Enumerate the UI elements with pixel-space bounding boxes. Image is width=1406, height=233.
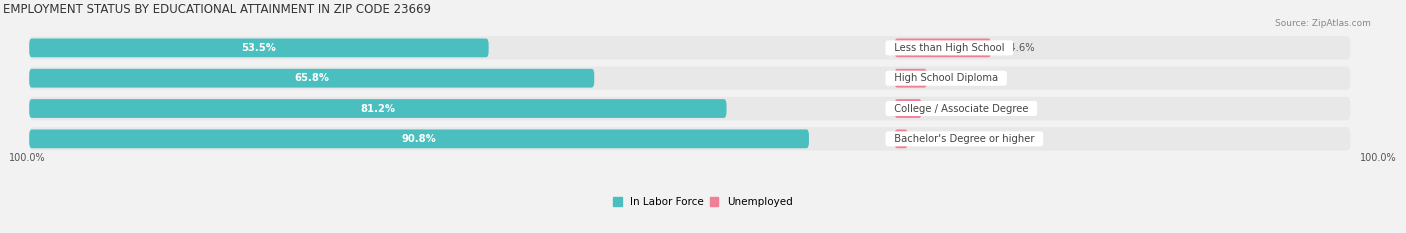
FancyBboxPatch shape [894,69,927,88]
FancyBboxPatch shape [30,38,489,57]
Text: Bachelor's Degree or higher: Bachelor's Degree or higher [889,134,1040,144]
FancyBboxPatch shape [894,38,991,57]
Text: Less than High School: Less than High School [889,43,1011,53]
Text: 4.1%: 4.1% [935,103,960,113]
Text: 4.9%: 4.9% [941,73,966,83]
FancyBboxPatch shape [30,69,595,88]
FancyBboxPatch shape [30,36,1350,60]
Text: EMPLOYMENT STATUS BY EDUCATIONAL ATTAINMENT IN ZIP CODE 23669: EMPLOYMENT STATUS BY EDUCATIONAL ATTAINM… [3,3,430,16]
FancyBboxPatch shape [894,99,922,118]
Text: 81.2%: 81.2% [360,103,395,113]
FancyBboxPatch shape [30,127,1350,151]
Text: 53.5%: 53.5% [242,43,277,53]
FancyBboxPatch shape [30,99,727,118]
Text: Source: ZipAtlas.com: Source: ZipAtlas.com [1275,19,1371,28]
FancyBboxPatch shape [894,130,908,148]
Text: 100.0%: 100.0% [1360,153,1396,163]
Text: 65.8%: 65.8% [294,73,329,83]
Text: College / Associate Degree: College / Associate Degree [889,103,1035,113]
FancyBboxPatch shape [30,97,1350,120]
Text: 14.6%: 14.6% [1004,43,1036,53]
Legend: In Labor Force, Unemployed: In Labor Force, Unemployed [609,192,797,211]
Text: 2.0%: 2.0% [921,134,946,144]
Text: 100.0%: 100.0% [10,153,46,163]
FancyBboxPatch shape [30,67,1350,90]
FancyBboxPatch shape [30,130,808,148]
Text: High School Diploma: High School Diploma [889,73,1004,83]
Text: 90.8%: 90.8% [402,134,436,144]
